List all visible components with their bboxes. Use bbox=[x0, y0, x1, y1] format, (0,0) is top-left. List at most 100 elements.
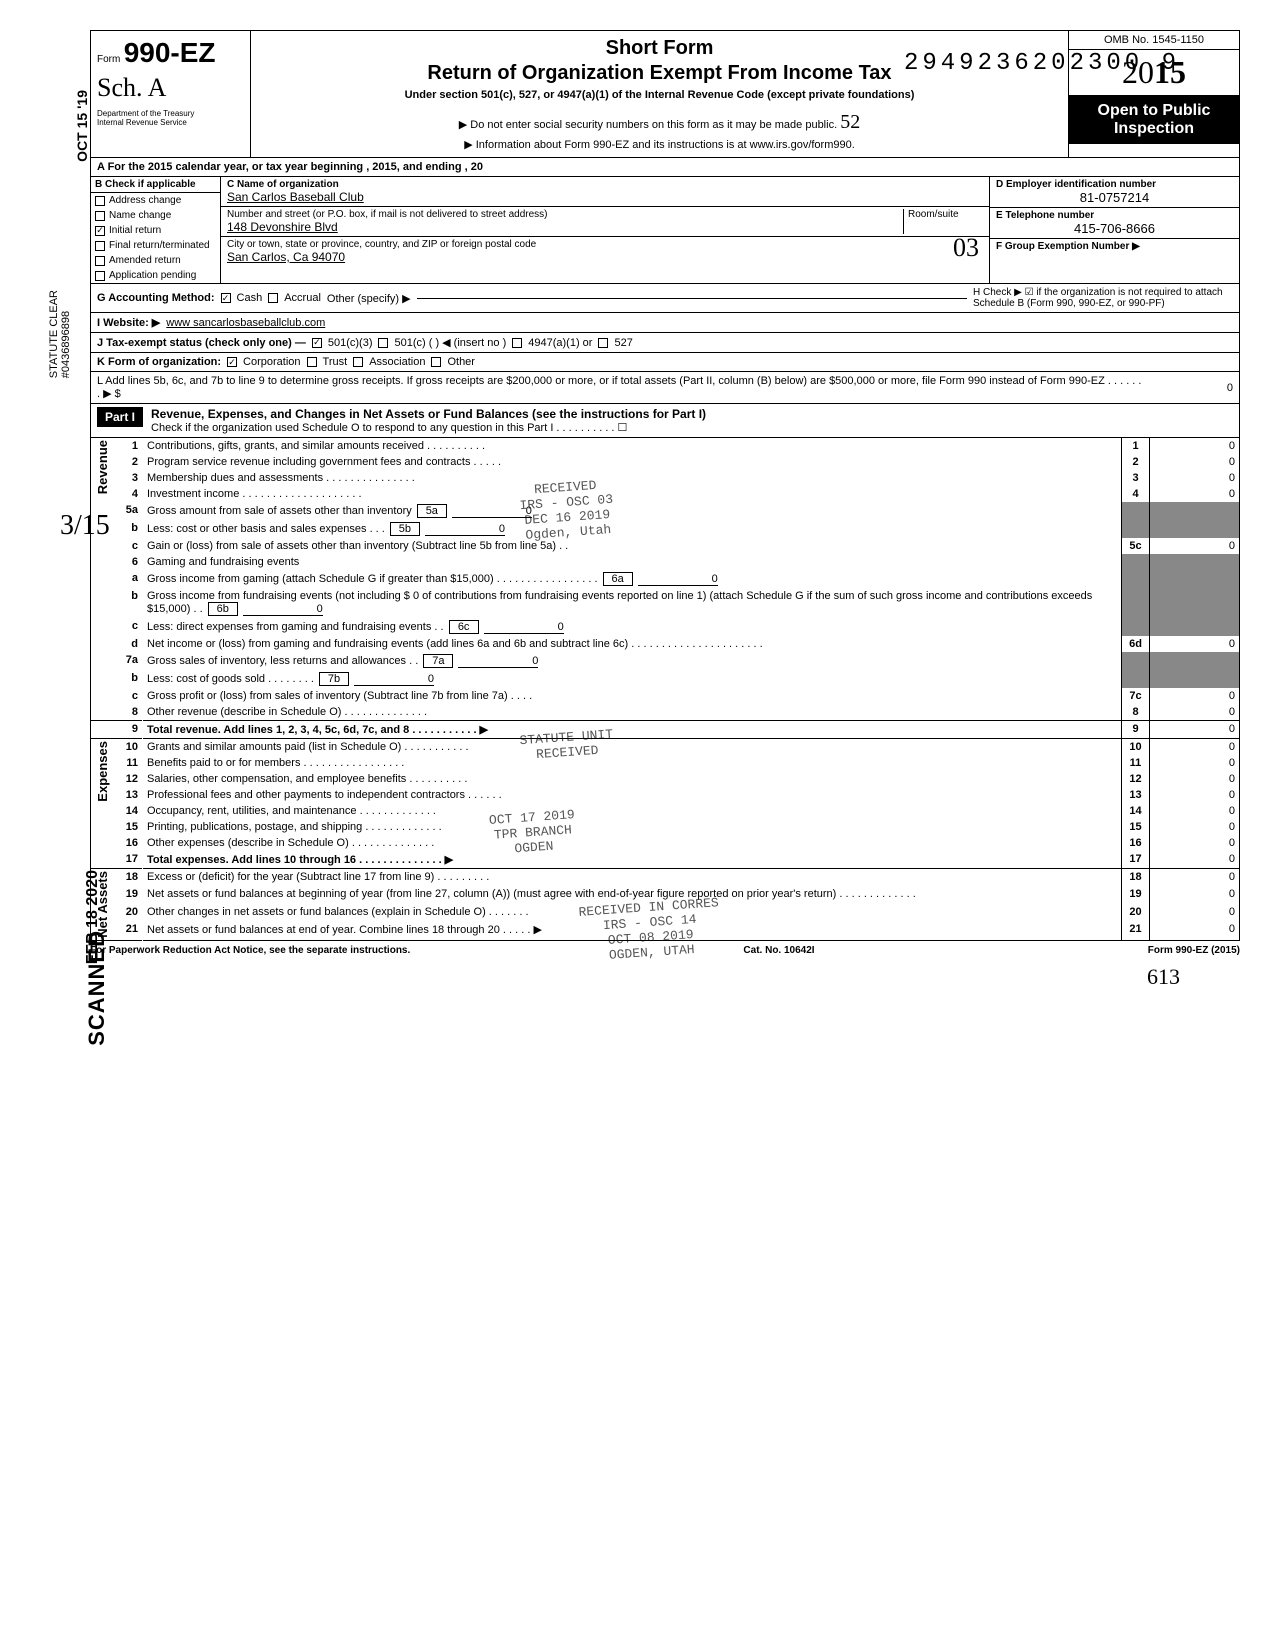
street-value: 148 Devonshire Blvd bbox=[227, 220, 903, 234]
line-amt: 0 bbox=[1150, 721, 1240, 739]
chk-trust[interactable] bbox=[307, 357, 317, 367]
inner-box: 6a bbox=[603, 572, 633, 586]
g-label: G Accounting Method: bbox=[97, 292, 215, 304]
line-amt: 0 bbox=[1150, 470, 1240, 486]
line-box: 11 bbox=[1122, 755, 1150, 771]
k-assoc: Association bbox=[369, 356, 425, 368]
f-label: F Group Exemption Number ▶ bbox=[990, 239, 1239, 254]
form-number: 990-EZ bbox=[124, 37, 216, 68]
line-amt: 0 bbox=[1150, 538, 1240, 554]
line-desc: Other revenue (describe in Schedule O) .… bbox=[143, 704, 1122, 721]
line-amt: 0 bbox=[1150, 819, 1240, 835]
inner-box: 5b bbox=[390, 522, 420, 536]
line-box: 19 bbox=[1122, 886, 1150, 903]
chk-501c3[interactable]: ✓ bbox=[312, 338, 322, 348]
chk-name-change[interactable]: Name change bbox=[91, 208, 220, 223]
chk-amended[interactable]: Amended return bbox=[91, 253, 220, 268]
open-to-public: Open to Public Inspection bbox=[1069, 96, 1239, 144]
line-num: c bbox=[115, 618, 143, 636]
inner-box: 5a bbox=[417, 504, 447, 518]
j-527: 527 bbox=[614, 337, 632, 349]
ssn-warning: ▶ Do not enter social security numbers o… bbox=[261, 111, 1058, 134]
line-box: 14 bbox=[1122, 803, 1150, 819]
line-desc: Occupancy, rent, utilities, and maintena… bbox=[143, 803, 1122, 819]
chk-label: Initial return bbox=[109, 225, 161, 236]
chk-assoc[interactable] bbox=[353, 357, 363, 367]
org-name: San Carlos Baseball Club bbox=[227, 190, 983, 204]
line-box: 1 bbox=[1122, 438, 1150, 454]
chk-label: Application pending bbox=[109, 270, 196, 281]
line-num: 5a bbox=[115, 502, 143, 520]
line-num: b bbox=[115, 670, 143, 688]
line-num: 15 bbox=[115, 819, 143, 835]
chk-label: Address change bbox=[109, 195, 181, 206]
city-value: San Carlos, Ca 94070 bbox=[227, 250, 983, 264]
chk-527[interactable] bbox=[598, 338, 608, 348]
line-amt: 0 bbox=[1150, 454, 1240, 470]
line-box: 20 bbox=[1122, 904, 1150, 921]
line-num: 2 bbox=[115, 454, 143, 470]
chk-4947[interactable] bbox=[512, 338, 522, 348]
handwritten-03: 03 bbox=[953, 233, 979, 263]
chk-label: Amended return bbox=[109, 255, 181, 266]
line-num: 4 bbox=[115, 486, 143, 502]
chk-initial-return[interactable]: ✓Initial return bbox=[91, 223, 220, 238]
line-desc: Program service revenue including govern… bbox=[143, 454, 1122, 470]
line-num: b bbox=[115, 588, 143, 618]
city-label: City or town, state or province, country… bbox=[227, 239, 983, 250]
under-section: Under section 501(c), 527, or 4947(a)(1)… bbox=[261, 89, 1058, 101]
line-desc: Benefits paid to or for members . . . . … bbox=[143, 755, 1122, 771]
col-c-name-address: C Name of organizationSan Carlos Basebal… bbox=[221, 177, 989, 283]
line-desc: Less: cost or other basis and sales expe… bbox=[147, 523, 385, 535]
part1-sub: Check if the organization used Schedule … bbox=[151, 421, 1233, 434]
handwritten-bottom: 613 bbox=[40, 964, 1180, 990]
line-amt: 0 bbox=[1150, 688, 1240, 704]
line-box: 17 bbox=[1122, 851, 1150, 869]
chk-label: Final return/terminated bbox=[109, 240, 210, 251]
line-desc: Other expenses (describe in Schedule O) … bbox=[143, 835, 1122, 851]
line-desc: Printing, publications, postage, and shi… bbox=[143, 819, 1122, 835]
line-num: 3 bbox=[115, 470, 143, 486]
line-amt: 0 bbox=[1150, 803, 1240, 819]
line-desc: Less: cost of goods sold . . . . . . . . bbox=[147, 673, 314, 685]
line-num: c bbox=[115, 538, 143, 554]
chk-application-pending[interactable]: Application pending bbox=[91, 268, 220, 283]
c-label: C Name of organization bbox=[227, 179, 983, 190]
side-expenses: Expenses bbox=[95, 741, 110, 802]
ein-value: 81-0757214 bbox=[996, 190, 1233, 205]
line-amt: 0 bbox=[1150, 755, 1240, 771]
line-amt: 0 bbox=[1150, 835, 1240, 851]
line-amt: 0 bbox=[1150, 787, 1240, 803]
line-desc: Less: direct expenses from gaming and fu… bbox=[147, 621, 444, 633]
line-amt: 0 bbox=[1150, 704, 1240, 721]
chk-other[interactable] bbox=[431, 357, 441, 367]
j-4947: 4947(a)(1) or bbox=[528, 337, 592, 349]
line-desc: Salaries, other compensation, and employ… bbox=[143, 771, 1122, 787]
room-label: Room/suite bbox=[903, 209, 983, 234]
chk-corp[interactable]: ✓ bbox=[227, 357, 237, 367]
j-501c3: 501(c)(3) bbox=[328, 337, 373, 349]
inner-box: 6c bbox=[449, 620, 479, 634]
line-desc: Gross income from gaming (attach Schedul… bbox=[147, 573, 598, 585]
line-box: 8 bbox=[1122, 704, 1150, 721]
row-a-text: A For the 2015 calendar year, or tax yea… bbox=[91, 158, 1239, 176]
line-amt: 0 bbox=[1150, 771, 1240, 787]
chk-accrual[interactable] bbox=[268, 293, 278, 303]
chk-final-return[interactable]: Final return/terminated bbox=[91, 238, 220, 253]
dln: 2949236202300 9 bbox=[904, 50, 1180, 77]
inner-amt: 0 bbox=[243, 603, 323, 616]
h-label: H Check ▶ ☑ if the organization is not r… bbox=[973, 287, 1233, 309]
line-box: 18 bbox=[1122, 869, 1150, 887]
line-box: 12 bbox=[1122, 771, 1150, 787]
inner-amt: 0 bbox=[638, 573, 718, 586]
line-num: 8 bbox=[115, 704, 143, 721]
chk-address-change[interactable]: Address change bbox=[91, 193, 220, 208]
line-desc: Net income or (loss) from gaming and fun… bbox=[143, 636, 1122, 652]
line-num: 19 bbox=[115, 886, 143, 903]
chk-501c[interactable] bbox=[378, 338, 388, 348]
chk-cash[interactable]: ✓ bbox=[221, 293, 231, 303]
line-box: 3 bbox=[1122, 470, 1150, 486]
line-num: 6 bbox=[115, 554, 143, 570]
line-num: 12 bbox=[115, 771, 143, 787]
line-box: 2 bbox=[1122, 454, 1150, 470]
